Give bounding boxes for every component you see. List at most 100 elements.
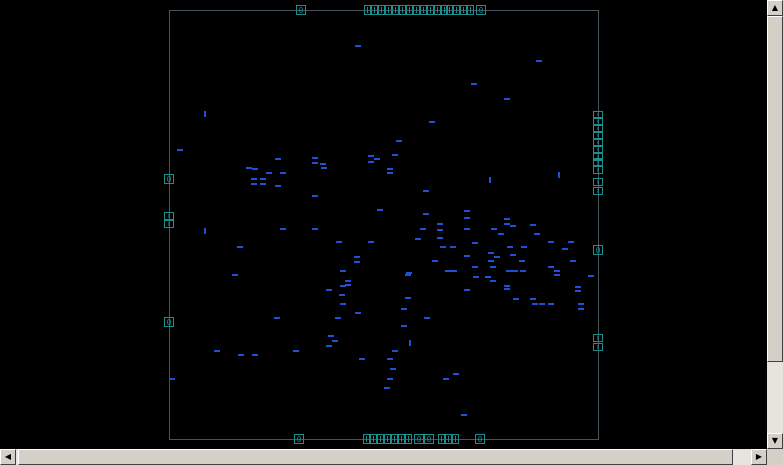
placed-cell (504, 288, 510, 290)
io-pin-box (424, 434, 434, 444)
scrollbar-corner (767, 449, 783, 465)
io-pin-box (398, 434, 405, 444)
io-pin (452, 434, 459, 444)
io-pin (593, 118, 603, 125)
scroll-down-button[interactable]: ▼ (767, 433, 783, 449)
io-pin (371, 5, 378, 15)
placed-cell (488, 252, 494, 254)
arrow-right-icon: ▶ (755, 452, 763, 461)
placed-cell (204, 111, 206, 117)
placed-cell (472, 266, 478, 268)
placed-cell (384, 387, 390, 389)
placed-cell (251, 178, 257, 180)
placed-cell (326, 345, 332, 347)
io-pin: 0 (414, 434, 424, 444)
placed-cell (345, 280, 351, 282)
placed-cell (519, 260, 525, 262)
scroll-left-button[interactable]: ◀ (0, 449, 16, 465)
io-pin-box (406, 5, 413, 15)
io-pin-box (371, 5, 378, 15)
placed-cell (548, 241, 554, 243)
io-pin-box (593, 245, 603, 255)
vertical-scroll-thumb[interactable] (767, 16, 783, 362)
io-pin (593, 187, 603, 195)
io-pin-box (384, 434, 391, 444)
horizontal-scrollbar[interactable]: ◀ ▶ (0, 449, 767, 465)
placed-cell (232, 274, 238, 276)
io-pin (593, 125, 603, 132)
placed-cell (507, 246, 513, 248)
horizontal-scroll-thumb[interactable] (18, 449, 733, 465)
placed-cell (562, 248, 568, 250)
io-pin-box (414, 434, 424, 444)
placed-cell (464, 210, 470, 212)
placed-cell (354, 261, 360, 263)
io-pin: 0 (296, 5, 306, 15)
io-pin (420, 5, 427, 15)
placed-cell (275, 158, 281, 160)
io-pin-box (593, 343, 603, 351)
io-pin-box (296, 5, 306, 15)
io-pin (164, 220, 174, 228)
placed-cell (320, 163, 326, 165)
placed-cell (536, 60, 542, 62)
io-pin-label: 0 (417, 435, 422, 444)
io-pin (593, 111, 603, 118)
placed-cell (252, 354, 258, 356)
placed-cell (504, 223, 510, 225)
io-pin: 0 (593, 245, 603, 255)
placed-cell (570, 260, 576, 262)
placed-cell (451, 270, 457, 272)
placed-cell (510, 254, 516, 256)
placed-cell (312, 162, 318, 164)
placed-cell (237, 246, 243, 248)
placed-cell (409, 340, 411, 346)
placed-cell (387, 168, 393, 170)
placed-cell (423, 190, 429, 192)
placed-cell (312, 195, 318, 197)
placed-cell (437, 223, 443, 225)
placed-cell (568, 241, 574, 243)
placed-cell (488, 260, 494, 262)
placed-cell (520, 270, 526, 272)
io-pin-box (593, 158, 603, 166)
placed-cell (406, 272, 412, 274)
placed-cell (494, 256, 500, 258)
io-pin (593, 158, 603, 166)
vertical-scrollbar[interactable]: ▲ ▼ (767, 0, 783, 449)
placed-cell (405, 297, 411, 299)
io-pin (392, 5, 399, 15)
io-pin-label: 0 (478, 435, 483, 444)
placed-cell (274, 317, 280, 319)
io-pin-box (377, 434, 384, 444)
placed-cell (280, 228, 286, 230)
placed-cell (471, 83, 477, 85)
placed-cell (321, 167, 327, 169)
placed-cell (534, 233, 540, 235)
io-pin (391, 434, 398, 444)
io-pin-box (593, 139, 603, 146)
io-pin-box (446, 5, 453, 15)
placed-cell (340, 285, 346, 287)
placed-cell (340, 270, 346, 272)
io-pin-box (378, 5, 385, 15)
io-pin-box (593, 125, 603, 132)
placed-cell (387, 358, 393, 360)
io-pin (385, 5, 392, 15)
io-pin-box (593, 146, 603, 153)
placed-cell (252, 168, 258, 170)
placed-cell (490, 280, 496, 282)
placed-cell (280, 172, 286, 174)
placed-cell (521, 246, 527, 248)
scroll-up-button[interactable]: ▲ (767, 0, 783, 16)
placed-cell (335, 317, 341, 319)
io-pin (446, 5, 453, 15)
placed-cell (504, 285, 510, 287)
io-pin-label: 0 (427, 435, 432, 444)
placed-cell (530, 298, 536, 300)
scroll-right-button[interactable]: ▶ (751, 449, 767, 465)
placed-cell (472, 242, 478, 244)
io-pin (370, 434, 377, 444)
placed-cell (401, 325, 407, 327)
